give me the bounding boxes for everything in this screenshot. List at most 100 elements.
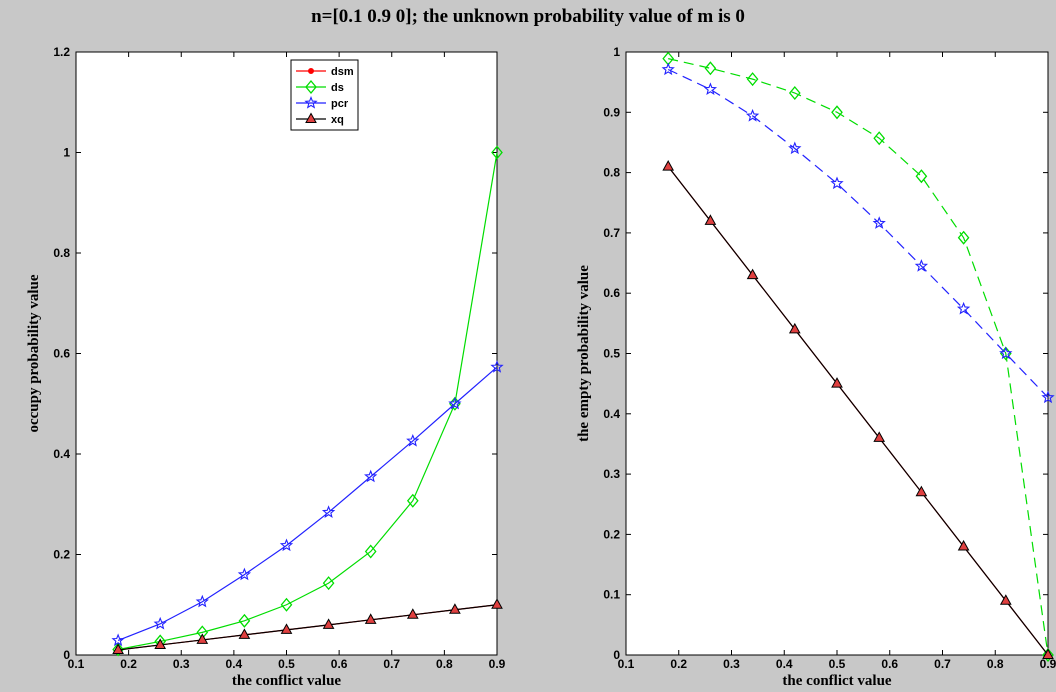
data-point	[662, 160, 675, 171]
series-line-2	[662, 51, 1054, 663]
series-pcr	[111, 360, 504, 647]
data-point	[406, 493, 419, 508]
x-tick-label: 0.5	[829, 657, 846, 671]
y-tick-label: 0.8	[603, 166, 620, 180]
x-tick-label: 0.7	[383, 657, 400, 671]
data-point	[238, 613, 251, 628]
x-tick-label: 0.7	[934, 657, 951, 671]
figure-title: n=[0.1 0.9 0]; the unknown probability v…	[311, 6, 745, 27]
y-tick-label: 0.8	[53, 246, 70, 260]
data-point	[704, 214, 717, 225]
series-xq	[112, 598, 503, 654]
x-tick-label: 0.8	[987, 657, 1004, 671]
y-tick-label: 0.5	[603, 347, 620, 361]
data-point	[1041, 390, 1055, 404]
legend-label: pcr	[331, 98, 349, 110]
x-tick-label: 0.9	[1040, 657, 1056, 671]
y-axis-label: occupy probability value	[26, 274, 42, 432]
y-tick-label: 0.7	[603, 226, 620, 240]
y-tick-label: 0.2	[603, 527, 620, 541]
data-point	[831, 377, 843, 388]
data-point	[237, 567, 252, 581]
y-tick-label: 0.4	[603, 407, 620, 421]
data-point	[322, 576, 335, 591]
data-point	[364, 544, 377, 559]
data-point	[872, 216, 886, 229]
y-tick-label: 1	[63, 146, 70, 160]
data-point	[999, 594, 1012, 605]
legend-box	[290, 59, 359, 131]
data-point	[112, 642, 124, 657]
x-tick-label: 0.3	[723, 657, 740, 671]
data-point	[112, 643, 124, 654]
x-axis-label: the conflict value	[232, 673, 341, 689]
data-point	[957, 539, 970, 551]
data-point	[956, 301, 971, 315]
legend: dsm ds pcr xq	[290, 59, 359, 131]
legend-marker	[305, 79, 317, 95]
legend-item-dsm: dsm	[296, 66, 354, 78]
x-tick-label: 0.4	[226, 657, 243, 671]
data-point	[279, 538, 294, 552]
x-tick-label: 0.3	[173, 657, 190, 671]
x-tick-label: 0.2	[120, 657, 137, 671]
x-tick-label: 0.2	[670, 657, 687, 671]
data-point	[745, 108, 760, 122]
data-point	[280, 597, 293, 612]
y-tick-label: 0.1	[603, 588, 620, 602]
legend-label: ds	[331, 82, 344, 94]
x-tick-label: 0.4	[776, 657, 793, 671]
data-point	[873, 131, 886, 146]
data-point	[746, 72, 759, 87]
data-point	[746, 268, 759, 280]
y-tick-label: 0.2	[53, 548, 70, 562]
data-point	[1042, 647, 1054, 663]
legend-item-xq: xq	[296, 112, 344, 126]
series-line	[667, 166, 1049, 656]
legend-marker	[308, 68, 314, 74]
data-point	[154, 638, 167, 649]
series-line-4	[662, 160, 1054, 659]
legend-item-pcr: pcr	[296, 96, 349, 110]
data-point	[873, 431, 886, 442]
data-point	[661, 62, 675, 76]
y-tick-label: 0	[613, 648, 620, 662]
y-tick-label: 1	[613, 45, 620, 59]
data-point	[490, 360, 504, 373]
data-point	[703, 82, 718, 96]
chart-panel-1: 0.1 0.2 0.3 0.4 0.5 0.6 0.7 0.8 0.9 0 0.2 0.4 0.6 0.8…	[26, 45, 506, 689]
data-point	[704, 61, 717, 76]
series-line	[668, 58, 1049, 656]
data-point	[449, 603, 461, 614]
data-point	[788, 141, 802, 155]
data-point	[153, 616, 167, 630]
data-point	[406, 433, 420, 447]
series-line-3	[661, 62, 1055, 404]
data-point	[280, 623, 293, 634]
x-tick-label: 0.1	[618, 657, 635, 671]
data-point	[238, 628, 251, 639]
y-tick-label: 0.9	[603, 105, 620, 119]
series-line	[118, 604, 498, 651]
y-tick-label: 0.3	[603, 467, 620, 481]
data-point	[999, 346, 1013, 360]
legend-label: xq	[331, 114, 344, 126]
data-point	[914, 259, 929, 272]
series-line	[667, 68, 1049, 398]
legend-label: dsm	[331, 66, 354, 78]
data-point	[364, 613, 377, 624]
x-axis-label: the conflict value	[782, 673, 891, 689]
data-point	[322, 618, 335, 629]
data-point	[788, 322, 801, 334]
y-tick-label: 0.6	[603, 286, 620, 300]
x-tick-label: 0.6	[881, 657, 898, 671]
y-axis-label: the empty probability value	[576, 265, 592, 442]
data-point	[448, 396, 462, 410]
legend-item-ds: ds	[296, 79, 344, 95]
data-point	[957, 230, 970, 245]
x-tick-label: 0.8	[436, 657, 453, 671]
data-point	[491, 598, 503, 609]
data-point	[364, 469, 378, 483]
